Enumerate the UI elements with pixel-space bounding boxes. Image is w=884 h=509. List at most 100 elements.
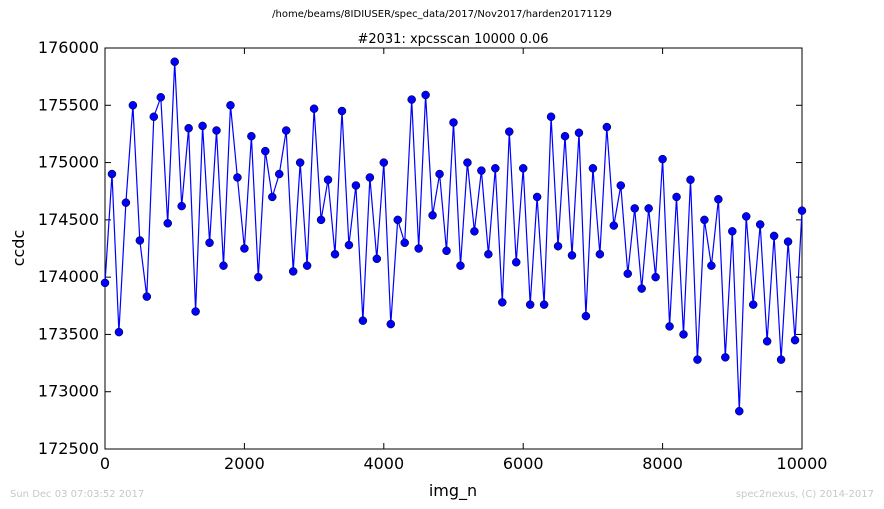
data-point [449,118,458,127]
data-point [233,173,242,182]
y-axis: 172500 173000 173500 174000 174500 175000 1755… [38,38,802,458]
data-point [428,211,437,220]
data-point [323,175,333,185]
data-point [135,236,145,245]
plot-frame [104,47,803,450]
data-point [693,355,702,364]
data-point [700,215,709,225]
data-point [679,330,688,339]
data-point [421,90,430,100]
data-point [316,215,326,225]
data-point [142,292,152,301]
data-point [393,215,402,225]
data-point [463,158,472,167]
y-tick-label: 175000 [38,153,99,172]
data-point [114,327,124,337]
data-point [107,169,117,179]
data-point [100,278,110,288]
data-point [477,166,486,175]
x-tick-label: 2000 [224,454,265,473]
y-tick-label: 175500 [38,95,99,114]
data-point [247,131,256,141]
data-point [588,164,598,173]
data-point [309,104,319,113]
data-point [783,237,793,246]
data-point [686,175,695,185]
y-tick-label: 173000 [38,382,99,401]
data-point [330,249,340,259]
figure-suptitle: /home/beams/8IDIUSER/spec_data/2017/Nov2… [272,9,612,20]
data-point [198,121,207,131]
data-point [191,307,200,316]
data-point [358,316,368,325]
data-point [337,106,347,116]
data-point [630,204,639,213]
data-point [567,251,577,260]
data-point [728,227,737,236]
data-point [511,257,521,267]
x-tick-label: 10000 [777,454,828,473]
data-point [351,181,361,190]
data-point [149,112,159,121]
x-tick-label: 8000 [642,454,683,473]
data-point [344,240,354,250]
data-point [539,300,549,309]
footer-credit: spec2nexus, (C) 2014-2017 [735,489,874,500]
data-point [156,93,166,102]
data-point [407,95,416,104]
data-point [484,249,493,259]
x-axis: 0 2000 4000 6000 8000 10000 [100,48,828,473]
data-point [518,164,528,173]
data-point [491,164,500,173]
data-point [672,192,681,202]
data-point [498,298,507,307]
data-point [651,272,660,282]
data-point [170,57,179,66]
data-point [435,169,444,179]
data-point [714,194,723,204]
data-point [261,146,270,156]
data-point [735,406,744,416]
data-point [121,198,131,207]
y-tick-label: 173500 [38,324,99,343]
data-point [456,261,465,270]
x-tick-label: 0 [100,454,110,473]
data-point [790,335,800,345]
x-axis-label: img_n [429,481,477,501]
y-axis-label: ccdc [9,230,28,267]
data-point [254,272,263,282]
data-point [574,128,584,138]
chart-title: #2031: xpcsscan 10000 0.06 [357,32,548,47]
data-point [505,127,514,136]
data-point [553,241,563,251]
data-point [205,238,214,248]
data-point [275,169,284,179]
data-point [288,267,298,276]
data-point [797,206,807,215]
data-point [769,231,779,241]
data-point [177,201,186,211]
data-point [400,238,409,248]
data-point [595,249,605,259]
data-point [414,244,423,253]
data-point [163,219,172,228]
y-tick-label: 172500 [38,439,99,458]
data-point [281,126,291,135]
footer-timestamp: Sun Dec 03 07:03:52 2017 [10,489,145,500]
data-point [755,220,765,229]
data-point [372,254,382,264]
data-point [295,158,305,167]
y-tick-label: 174000 [38,267,99,286]
x-tick-label: 6000 [503,454,544,473]
data-point [762,337,772,346]
data-point [721,353,730,362]
data-point [379,158,389,167]
data-point [525,300,535,309]
data-point [184,123,193,133]
data-point [212,126,221,135]
data-point [240,244,249,253]
data-point [644,204,653,213]
data-point [365,173,375,182]
data-point [623,269,632,278]
